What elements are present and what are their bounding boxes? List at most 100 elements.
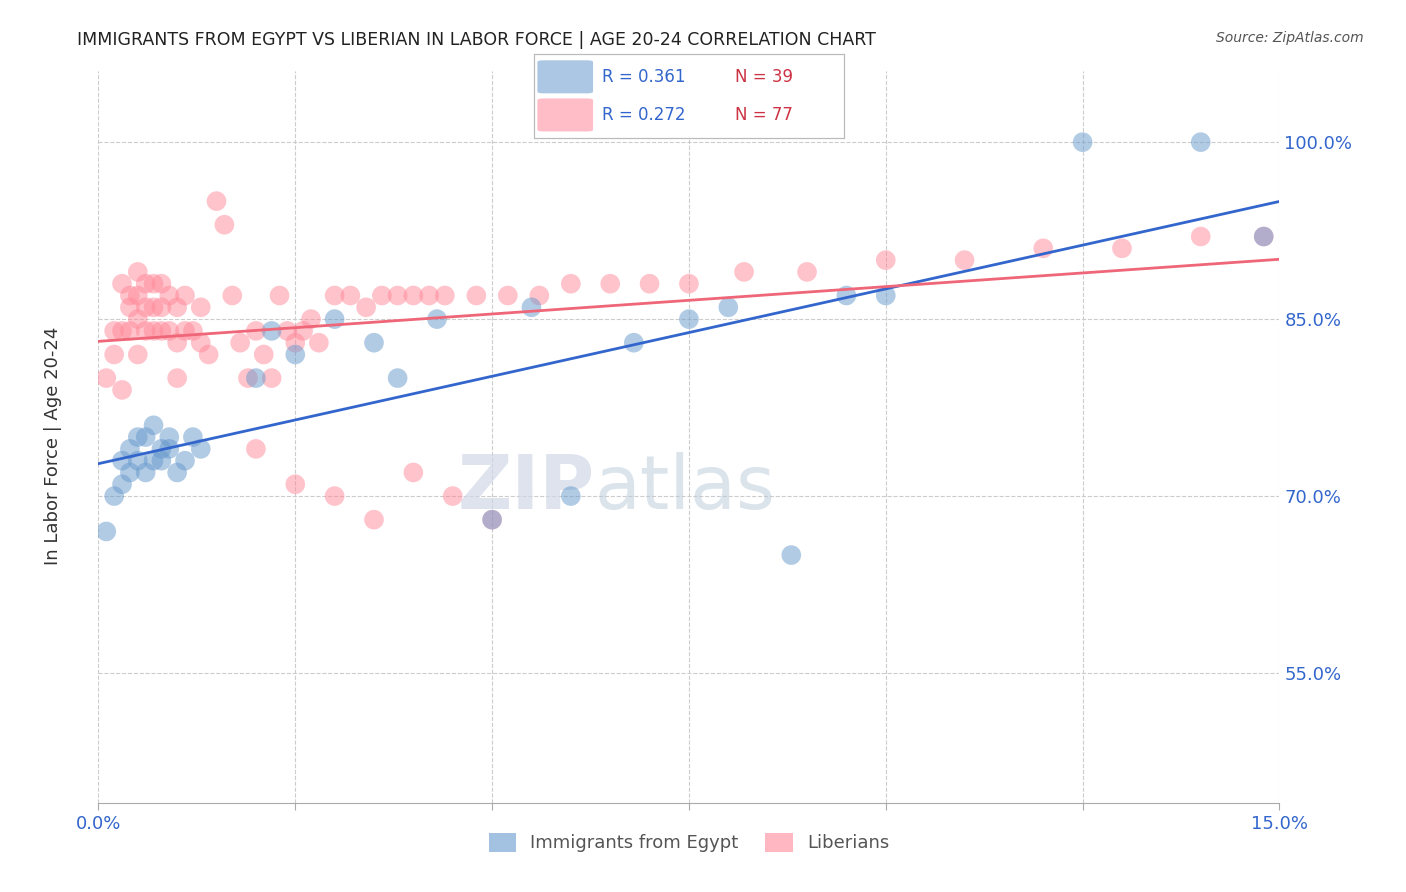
Point <box>371 288 394 302</box>
Point <box>135 277 157 291</box>
Point <box>1253 229 1275 244</box>
Point <box>299 312 322 326</box>
Point <box>111 477 134 491</box>
Point <box>875 253 897 268</box>
Point <box>174 453 197 467</box>
Point <box>127 430 149 444</box>
Point <box>190 442 212 456</box>
Point <box>481 513 503 527</box>
Point <box>529 288 551 302</box>
Point <box>181 430 204 444</box>
Point <box>103 489 125 503</box>
Point <box>157 324 180 338</box>
Point <box>236 371 259 385</box>
Point <box>678 277 700 291</box>
Point <box>1253 229 1275 244</box>
Text: In Labor Force | Age 20-24: In Labor Force | Age 20-24 <box>45 326 62 566</box>
Point <box>118 466 141 480</box>
Point <box>127 347 149 361</box>
Point <box>118 324 141 338</box>
Point <box>284 335 307 350</box>
Point <box>103 324 125 338</box>
Point <box>142 277 165 291</box>
Point <box>953 253 976 268</box>
Point <box>157 430 180 444</box>
Point <box>796 265 818 279</box>
Point <box>875 288 897 302</box>
Point <box>1071 135 1094 149</box>
Point <box>157 288 180 302</box>
Point <box>135 301 157 315</box>
Point <box>142 324 165 338</box>
Point <box>103 347 125 361</box>
Point <box>426 312 449 326</box>
Point <box>520 301 543 315</box>
Point <box>166 371 188 385</box>
Point <box>276 324 298 338</box>
Point <box>229 335 252 350</box>
Point <box>118 288 141 302</box>
Text: ZIP: ZIP <box>457 451 595 524</box>
Point <box>150 277 173 291</box>
Point <box>402 288 425 302</box>
Point <box>190 301 212 315</box>
Point <box>174 324 197 338</box>
Point <box>780 548 803 562</box>
Point <box>190 335 212 350</box>
Point <box>157 442 180 456</box>
Point <box>623 335 645 350</box>
Point <box>135 324 157 338</box>
Text: N = 77: N = 77 <box>735 106 793 124</box>
Point <box>166 301 188 315</box>
Point <box>363 513 385 527</box>
Point <box>221 288 243 302</box>
Point <box>496 288 519 302</box>
Point <box>127 453 149 467</box>
FancyBboxPatch shape <box>537 61 593 94</box>
Point <box>142 418 165 433</box>
Point <box>166 335 188 350</box>
Point <box>111 383 134 397</box>
Point <box>111 324 134 338</box>
Text: atlas: atlas <box>595 451 776 524</box>
Point <box>284 477 307 491</box>
Point <box>560 277 582 291</box>
Point <box>260 371 283 385</box>
Point <box>245 371 267 385</box>
Point <box>433 288 456 302</box>
Point <box>418 288 440 302</box>
Point <box>638 277 661 291</box>
Point <box>835 288 858 302</box>
Point <box>339 288 361 302</box>
Text: IMMIGRANTS FROM EGYPT VS LIBERIAN IN LABOR FORCE | AGE 20-24 CORRELATION CHART: IMMIGRANTS FROM EGYPT VS LIBERIAN IN LAB… <box>77 31 876 49</box>
Point <box>150 324 173 338</box>
Point <box>1111 241 1133 255</box>
Text: R = 0.272: R = 0.272 <box>602 106 686 124</box>
Point <box>323 489 346 503</box>
Point <box>599 277 621 291</box>
Text: R = 0.361: R = 0.361 <box>602 69 686 87</box>
Point <box>214 218 236 232</box>
Point <box>127 265 149 279</box>
Text: N = 39: N = 39 <box>735 69 793 87</box>
Point <box>111 277 134 291</box>
Point <box>284 347 307 361</box>
Point <box>678 312 700 326</box>
Point <box>150 301 173 315</box>
Point <box>150 442 173 456</box>
Point <box>174 288 197 302</box>
FancyBboxPatch shape <box>537 98 593 131</box>
Point <box>96 371 118 385</box>
Point <box>308 335 330 350</box>
Point <box>292 324 315 338</box>
Point <box>142 301 165 315</box>
Point <box>1189 135 1212 149</box>
Point <box>323 312 346 326</box>
Point <box>402 466 425 480</box>
Point <box>260 324 283 338</box>
Point <box>1189 229 1212 244</box>
Point <box>560 489 582 503</box>
Point <box>269 288 291 302</box>
Point <box>323 288 346 302</box>
Point <box>387 288 409 302</box>
